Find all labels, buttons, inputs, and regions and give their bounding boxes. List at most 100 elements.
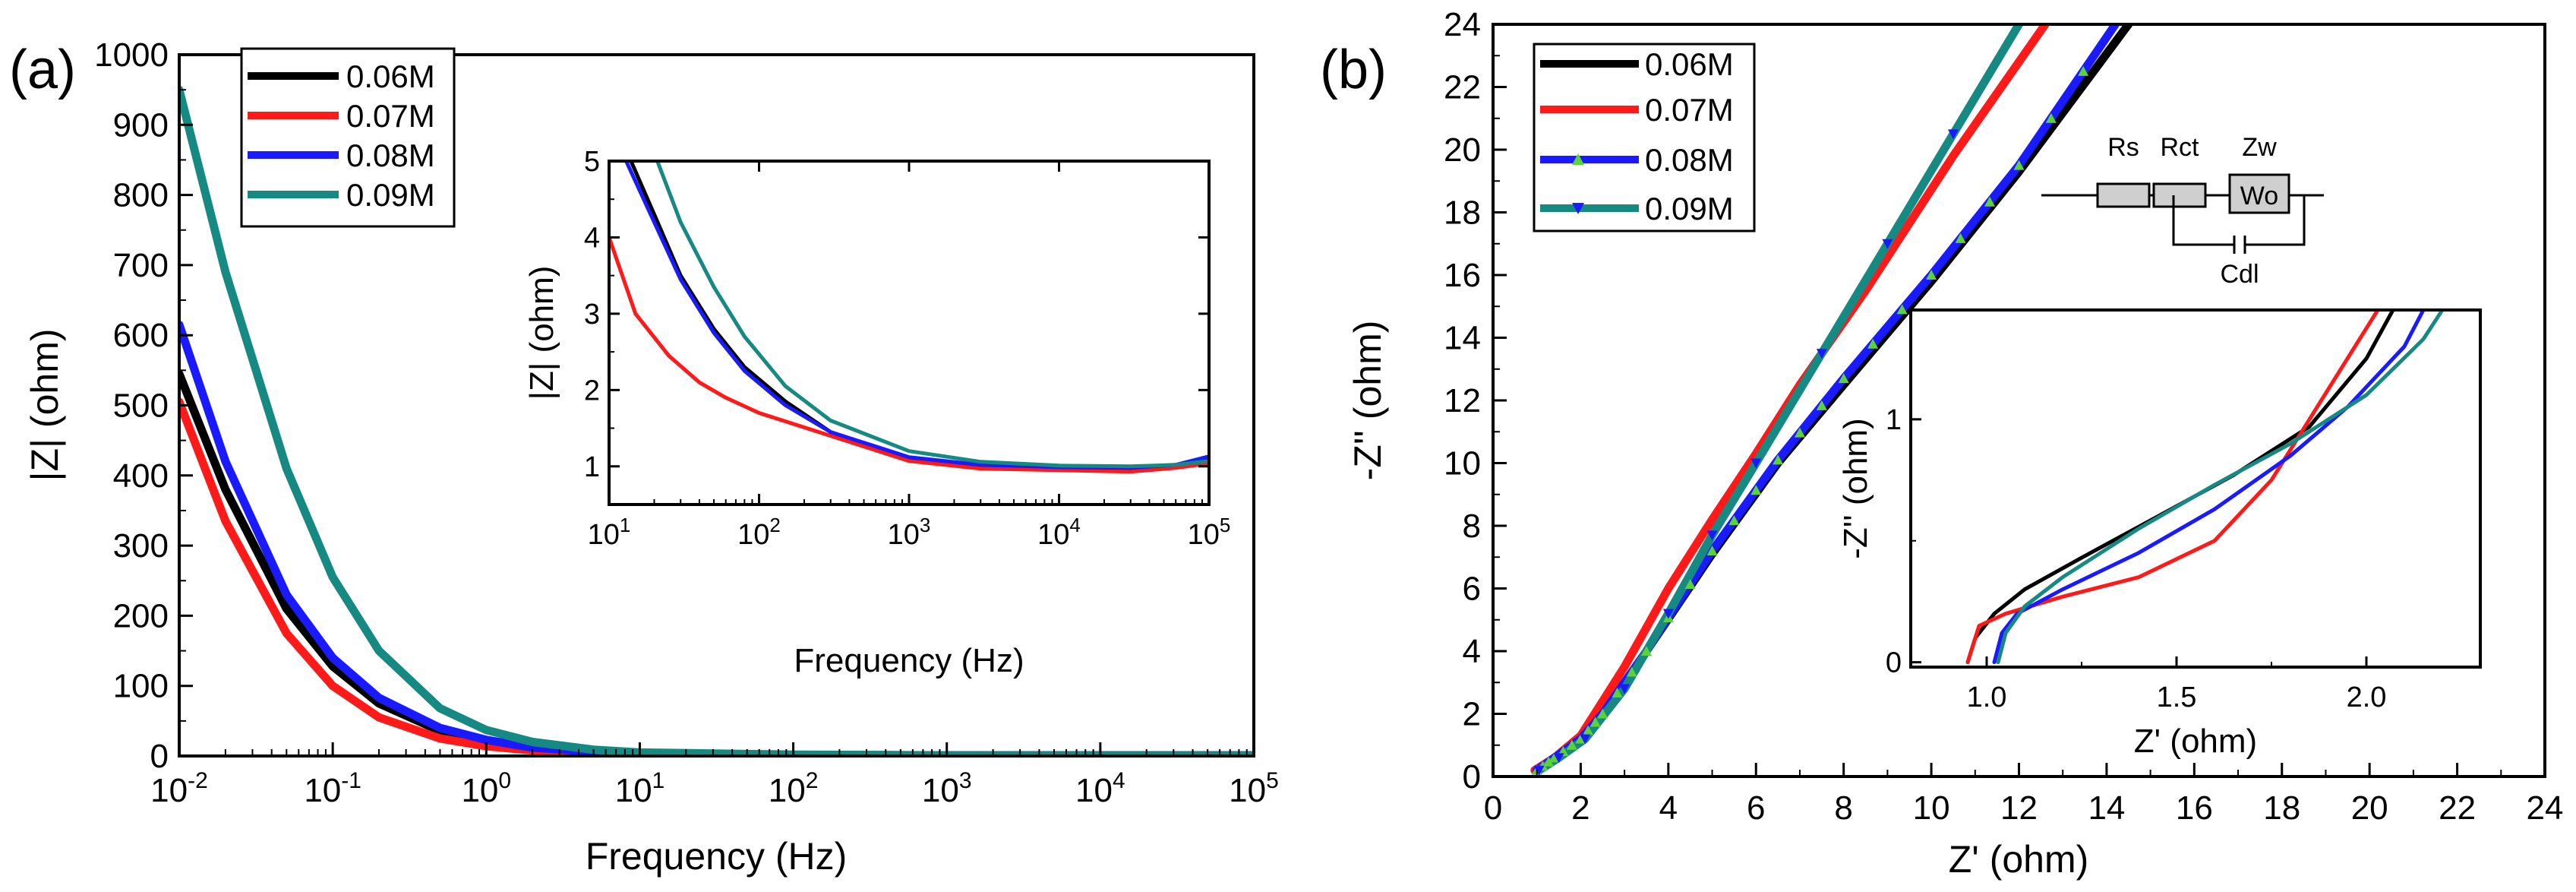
panel-b-marker-0.08M — [1583, 725, 1594, 735]
panel-b-marker-0.08M — [1838, 373, 1849, 384]
panel-a-y-tick-label: 1000 — [94, 36, 169, 74]
circuit-label-rs: Rs — [2107, 133, 2139, 162]
panel-a-y-tick-label: 300 — [113, 527, 169, 565]
panel-b: (b) 0 2 4 6 8 10 12 14 16 18 20 22 24 02468101214161… — [1320, 6, 2563, 881]
panel-a-x-tick-label: 103 — [922, 768, 972, 809]
legend-label-0.07M: 0.07M — [1645, 92, 1734, 128]
panel-a-x-tick-label: 10-2 — [150, 768, 208, 809]
panel-b-marker-0.08M — [1896, 304, 1908, 315]
panel-b-y-tick-label: 0 — [1463, 758, 1481, 796]
panel-b-y-tick-label: 20 — [1444, 131, 1481, 169]
panel-b-inset-x-axis-label: Z' (ohm) — [2134, 723, 2257, 760]
panel-a-y-tick-label: 100 — [113, 668, 169, 705]
panel-a-x-tick-label: 100 — [461, 768, 511, 809]
panel-b-marker-0.09M — [1553, 753, 1564, 764]
panel-b-marker-0.08M — [1597, 708, 1608, 719]
legend-label-0.06M: 0.06M — [346, 59, 435, 94]
panel-b-x-tick-label: 24 — [2527, 789, 2564, 827]
panel-b-x-tick-label: 2 — [1571, 789, 1589, 827]
panel-b-marker-0.09M — [1580, 734, 1591, 745]
panel-b-marker-0.08M — [1816, 400, 1827, 410]
circuit-warburg-element — [2228, 173, 2290, 214]
panel-a-y-tick-label: 200 — [113, 597, 169, 634]
panel-b-x-tick-label: 22 — [2439, 789, 2476, 827]
panel-b-marker-0.09M — [1947, 129, 1959, 140]
panel-b-legend: 0.06M 0.07M 0.08M 0.09M — [1533, 43, 1756, 232]
panel-a-y-tick-label: 700 — [113, 247, 169, 284]
panel-b-y-tick-label: 18 — [1444, 195, 1481, 232]
panel-b-y-tick-label: 22 — [1444, 69, 1481, 106]
panel-a-y-tick-label: 900 — [113, 106, 169, 144]
panel-b-inset-x-tick-label: 2.0 — [2347, 682, 2387, 713]
circuit-label-cdl: Cdl — [2220, 260, 2259, 289]
panel-a-y-tick-label: 500 — [113, 387, 169, 425]
panel-b-marker-0.08M — [1543, 756, 1555, 767]
panel-b-marker-0.09M — [1533, 765, 1545, 776]
panel-b-inset-y-axis-label: -Z'' (ohm) — [1837, 418, 1874, 558]
panel-b-marker-0.09M — [1750, 458, 1762, 469]
panel-b-y-tick-label: 8 — [1463, 508, 1481, 545]
panel-a-y-tick-label: 400 — [113, 457, 169, 495]
panel-b-marker-0.08M — [1867, 338, 1879, 349]
panel-a: (a) 10-2 10-1 100 101 102 103 104 105 010020030… — [9, 36, 1279, 878]
panel-b-y-tick-label: 2 — [1463, 696, 1481, 733]
panel-b-marker-0.08M — [1684, 579, 1696, 589]
legend-label-0.07M: 0.07M — [346, 98, 435, 134]
panel-b-inset: 1.0 1.5 2.0 0 1 Z' (ohm) -Z'' (ohm) — [1837, 308, 2482, 760]
panel-b-x-tick-label: 20 — [2351, 789, 2388, 827]
circuit-resistor-rct — [2152, 182, 2207, 208]
panel-a-label: (a) — [9, 40, 76, 100]
panel-a-inset-background — [609, 161, 1209, 505]
panel-b-marker-0.09M — [1706, 530, 1718, 541]
panel-a-inset-y-axis-label: |Z| (ohm) — [523, 266, 560, 400]
legend-label-0.09M: 0.09M — [1645, 191, 1734, 226]
circuit-label-rct: Rct — [2161, 133, 2200, 162]
panel-b-label: (b) — [1320, 40, 1387, 100]
panel-a-inset-x-tick-label: 102 — [737, 514, 781, 551]
circuit-wire-cdl-left — [2172, 195, 2234, 246]
panel-a-y-tick-label: 800 — [113, 177, 169, 214]
legend-label-0.09M: 0.09M — [346, 177, 435, 213]
circuit-resistor-rs — [2096, 182, 2151, 208]
panel-b-inset-series-0.06M — [1965, 310, 2395, 665]
panel-b-marker-0.08M — [1612, 688, 1623, 697]
panel-b-x-axis-label: Z' (ohm) — [1949, 838, 2089, 881]
panel-b-inset-series-0.07M — [1965, 310, 2380, 665]
panel-b-legend-box — [1533, 43, 1756, 232]
legend-label-0.08M: 0.08M — [1645, 142, 1734, 178]
panel-a-x-tick-label: 102 — [769, 768, 819, 809]
panel-b-inset-x-tick-label: 1.0 — [1967, 682, 2007, 713]
panel-b-inset-y-tick-label: 1 — [1886, 404, 1902, 436]
panel-b-inset-y-tick-label: 0 — [1886, 647, 1902, 679]
panel-b-marker-0.08M — [1773, 454, 1784, 465]
panel-b-marker-0.09M — [1816, 349, 1827, 359]
legend-label-0.06M: 0.06M — [1645, 46, 1734, 82]
panel-b-inset-series-0.08M — [1992, 310, 2426, 665]
panel-a-inset-x-tick-label: 104 — [1037, 514, 1081, 551]
panel-a-inset-x-axis-label: Frequency (Hz) — [794, 642, 1024, 679]
panel-b-y-tick-label: 6 — [1463, 571, 1481, 608]
panel-a-inset-y-tick-label: 4 — [584, 222, 600, 254]
panel-a-inset-x-tick-label: 105 — [1188, 514, 1231, 551]
panel-a-plot-area: 10-2 10-1 100 101 102 103 104 105 0 100 200 300 400… — [94, 36, 1279, 809]
panel-b-inset-x-tick-label: 1.5 — [2157, 682, 2197, 713]
panel-b-marker-0.08M — [1566, 739, 1577, 750]
panel-b-x-tick-label: 12 — [2000, 789, 2038, 827]
legend-marker-0.08M — [1572, 153, 1584, 165]
panel-a-x-tick-label: 101 — [615, 768, 665, 809]
panel-b-x-tick-label: 14 — [2088, 789, 2125, 827]
panel-b-y-tick-label: 16 — [1444, 257, 1481, 294]
panel-a-x-tick-label: 105 — [1229, 768, 1279, 809]
panel-a-inset-series-0.07M — [609, 235, 1209, 474]
panel-b-marker-0.09M — [1662, 609, 1674, 619]
panel-b-inset-frame — [1909, 308, 2482, 669]
legend-marker-0.09M — [1572, 203, 1584, 214]
panel-b-plot-area: 0 2 4 6 8 10 12 14 16 18 20 22 24 024681012141618202… — [1444, 6, 2563, 827]
panel-a-x-tick-label: 104 — [1075, 768, 1125, 809]
panel-b-marker-0.09M — [1882, 239, 1893, 249]
panel-b-marker-0.08M — [1794, 427, 1805, 438]
panel-b-x-tick-label: 0 — [1484, 789, 1502, 827]
panel-a-inset-x-tick-label: 101 — [588, 514, 631, 551]
panel-a-y-axis-label: |Z| (ohm) — [24, 329, 66, 482]
panel-a-x-axis-label: Frequency (Hz) — [586, 835, 848, 878]
